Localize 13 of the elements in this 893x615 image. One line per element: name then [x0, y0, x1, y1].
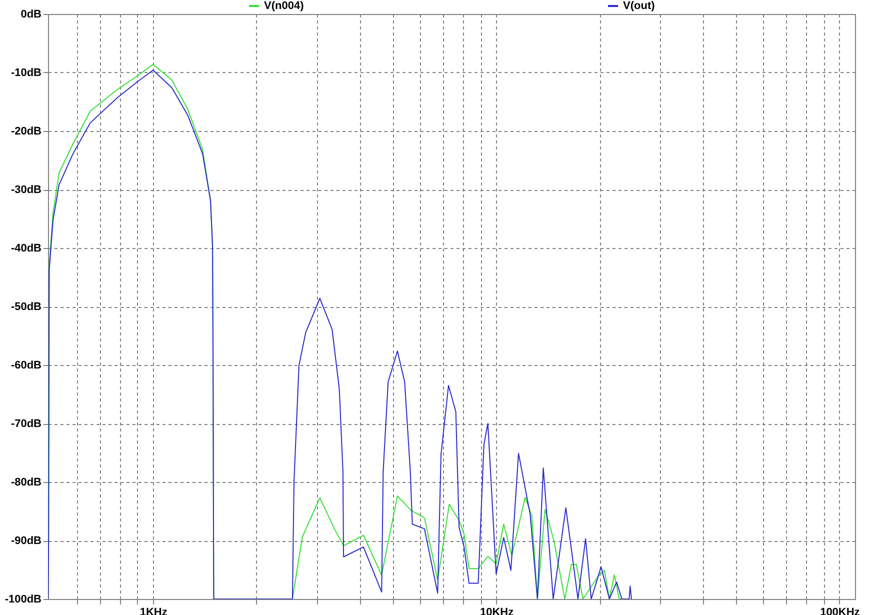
y-tick-label: -90dB	[10, 535, 42, 547]
y-tick-label: -60dB	[10, 360, 42, 372]
y-tick-label: -40dB	[10, 242, 42, 254]
legend-label: V(out)	[623, 0, 656, 12]
y-tick-label: -10dB	[10, 67, 42, 79]
y-tick-label: -50dB	[10, 301, 42, 313]
y-tick-label: -100dB	[4, 594, 42, 606]
y-tick-label: -20dB	[10, 126, 42, 138]
legend-label: V(n004)	[264, 0, 304, 12]
y-tick-label: 0dB	[20, 8, 42, 20]
y-tick-label: -70dB	[10, 418, 42, 430]
y-tick-label: -80dB	[10, 476, 42, 488]
y-tick-label: -30dB	[10, 184, 42, 196]
